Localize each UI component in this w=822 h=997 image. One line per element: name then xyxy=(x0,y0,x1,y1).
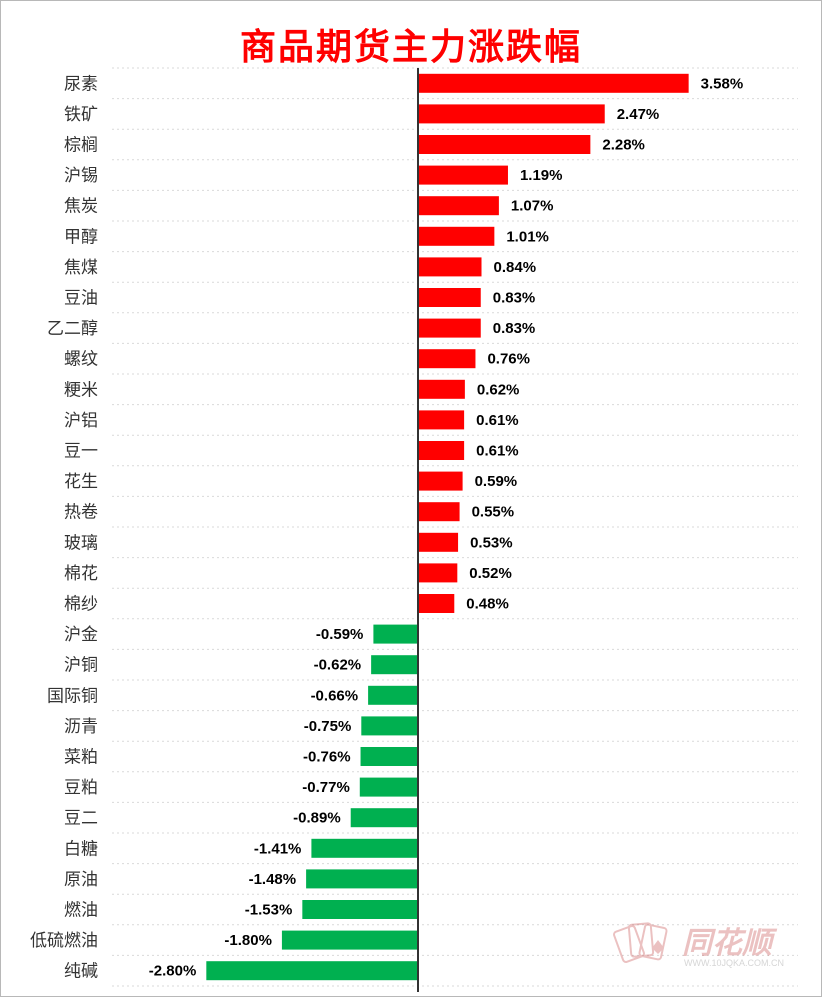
value-label: 0.62% xyxy=(477,381,520,398)
bar-豆粕 xyxy=(359,777,418,797)
category-label: 沪金 xyxy=(64,625,98,645)
bar-热卷 xyxy=(418,502,460,522)
watermark-url: WWW.10JQKA.COM.CN xyxy=(684,958,785,968)
value-label: -0.76% xyxy=(303,749,351,766)
bar-菜粕 xyxy=(360,747,418,766)
category-label: 豆一 xyxy=(64,442,98,462)
bar-甲醇 xyxy=(418,226,495,246)
category-label: 螺纹 xyxy=(64,350,98,370)
category-label: 豆油 xyxy=(64,289,98,309)
category-label: 豆二 xyxy=(64,809,98,829)
category-label: 低硫燃油 xyxy=(30,931,98,951)
category-label: 白糖 xyxy=(64,839,98,859)
bar-燃油 xyxy=(302,900,418,919)
value-label: -0.77% xyxy=(302,779,350,796)
bar-粳米 xyxy=(418,379,465,399)
bar-棉花 xyxy=(418,563,458,583)
bar-沪金 xyxy=(373,624,418,644)
category-label: 甲醇 xyxy=(64,227,98,247)
value-label: -0.75% xyxy=(304,718,352,735)
value-label: -0.89% xyxy=(293,810,341,827)
bar-棉纱 xyxy=(418,594,455,613)
value-label: 0.59% xyxy=(475,473,518,490)
category-label: 沪铜 xyxy=(64,656,98,676)
bar-国际铜 xyxy=(368,685,418,705)
category-label: 菜粕 xyxy=(64,748,98,768)
bar-豆一 xyxy=(418,441,465,460)
value-label: 1.07% xyxy=(511,198,554,215)
value-label: 0.76% xyxy=(487,351,530,368)
category-label: 玻璃 xyxy=(64,533,98,553)
category-label: 铁矿 xyxy=(64,105,98,125)
bar-尿素 xyxy=(418,73,689,93)
value-label: 0.61% xyxy=(476,412,519,429)
category-label: 棉纱 xyxy=(64,595,98,615)
bar-焦炭 xyxy=(418,196,499,216)
bar-沪铝 xyxy=(418,410,465,430)
value-label: -1.48% xyxy=(249,871,297,888)
value-label: 0.83% xyxy=(493,320,536,337)
category-label: 原油 xyxy=(64,870,98,890)
category-label: 棕榈 xyxy=(64,136,98,156)
tonghuashun-watermark: 同花顺 WWW.10JQKA.COM.CN xyxy=(612,918,802,974)
value-label: -0.66% xyxy=(311,687,359,704)
value-label: 0.53% xyxy=(470,534,513,551)
bar-沥青 xyxy=(361,716,418,736)
category-label: 焦炭 xyxy=(64,197,98,217)
category-label: 国际铜 xyxy=(47,686,98,706)
value-label: -1.80% xyxy=(224,932,272,949)
bar-豆二 xyxy=(350,808,418,828)
bar-乙二醇 xyxy=(418,318,481,338)
category-label: 乙二醇 xyxy=(47,319,98,339)
category-label: 尿素 xyxy=(64,74,98,94)
value-label: -2.80% xyxy=(149,963,197,980)
bar-纯碱 xyxy=(206,961,418,981)
value-label: 0.55% xyxy=(472,504,515,521)
playing-card-logo-icon xyxy=(613,922,668,963)
category-label: 粳米 xyxy=(64,380,98,400)
category-label: 沥青 xyxy=(64,717,98,737)
bar-低硫燃油 xyxy=(281,930,418,950)
value-label: 0.61% xyxy=(476,443,519,460)
watermark-brand: 同花顺 xyxy=(682,926,772,961)
chart-title: 商品期货主力涨跌幅 xyxy=(239,26,582,68)
bar-沪锡 xyxy=(418,165,508,185)
bar-螺纹 xyxy=(418,349,476,369)
category-label: 纯碱 xyxy=(64,962,98,982)
category-label: 花生 xyxy=(64,472,98,492)
value-label: 1.19% xyxy=(520,167,563,184)
category-label: 燃油 xyxy=(64,901,98,921)
bar-玻璃 xyxy=(418,532,459,552)
value-label: -1.41% xyxy=(254,840,302,857)
category-label: 棉花 xyxy=(64,564,98,584)
category-label: 沪铝 xyxy=(64,411,98,431)
bar-白糖 xyxy=(311,838,418,858)
category-label: 沪锡 xyxy=(64,166,98,186)
bar-原油 xyxy=(306,869,418,889)
bar-铁矿 xyxy=(418,104,605,124)
value-label: 1.01% xyxy=(506,228,549,245)
value-label: 0.84% xyxy=(494,259,537,276)
category-label: 豆粕 xyxy=(64,778,98,798)
bar-焦煤 xyxy=(418,257,482,277)
value-label: 2.28% xyxy=(602,137,645,154)
bar-棕榈 xyxy=(418,135,591,154)
value-label: -1.53% xyxy=(245,902,293,919)
bar-沪铜 xyxy=(371,655,418,675)
category-label: 热卷 xyxy=(64,503,98,523)
value-label: -0.62% xyxy=(314,657,362,674)
category-label: 焦煤 xyxy=(64,258,98,278)
value-label: 3.58% xyxy=(701,75,744,92)
value-label: 2.47% xyxy=(617,106,660,123)
value-label: 0.48% xyxy=(466,596,509,613)
bar-花生 xyxy=(418,471,463,491)
value-label: 0.83% xyxy=(493,290,536,307)
bar-豆油 xyxy=(418,288,481,307)
value-label: -0.59% xyxy=(316,626,364,643)
value-label: 0.52% xyxy=(469,565,512,582)
